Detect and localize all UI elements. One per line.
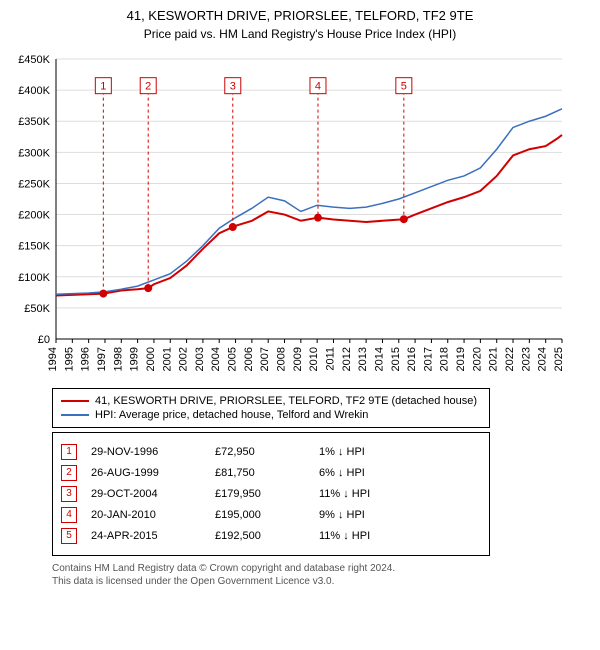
legend-swatch-2 [61, 414, 89, 416]
chart-title-line1: 41, KESWORTH DRIVE, PRIORSLEE, TELFORD, … [10, 8, 590, 25]
sale-row: 3 29-OCT-2004 £179,950 11% ↓ HPI [61, 486, 481, 502]
svg-text:2009: 2009 [292, 347, 304, 371]
svg-text:2002: 2002 [178, 347, 190, 371]
svg-text:£50K: £50K [24, 303, 50, 315]
svg-text:2: 2 [145, 81, 151, 93]
svg-text:1: 1 [100, 81, 106, 93]
svg-text:3: 3 [230, 81, 236, 93]
svg-text:2021: 2021 [488, 347, 500, 371]
footer-line2: This data is licensed under the Open Gov… [52, 575, 590, 588]
svg-text:2018: 2018 [439, 347, 451, 371]
footer: Contains HM Land Registry data © Crown c… [52, 562, 590, 588]
svg-text:£250K: £250K [18, 178, 50, 190]
legend-label-2: HPI: Average price, detached house, Telf… [95, 409, 368, 421]
sale-row: 2 26-AUG-1999 £81,750 6% ↓ HPI [61, 465, 481, 481]
sale-hpi: 11% ↓ HPI [319, 488, 409, 500]
svg-text:£400K: £400K [18, 85, 50, 97]
svg-text:2020: 2020 [471, 347, 483, 371]
svg-text:£350K: £350K [18, 116, 50, 128]
svg-text:2013: 2013 [357, 347, 369, 371]
sales-box: 1 29-NOV-1996 £72,950 1% ↓ HPI 2 26-AUG-1999 £… [52, 432, 490, 556]
svg-text:2023: 2023 [520, 347, 532, 371]
svg-text:2019: 2019 [455, 347, 467, 371]
svg-text:2004: 2004 [210, 347, 222, 371]
svg-text:2006: 2006 [243, 347, 255, 371]
legend-box: 41, KESWORTH DRIVE, PRIORSLEE, TELFORD, … [52, 388, 490, 428]
svg-text:£0: £0 [38, 334, 50, 346]
svg-text:2005: 2005 [227, 347, 239, 371]
footer-line1: Contains HM Land Registry data © Crown c… [52, 562, 590, 575]
sale-hpi: 6% ↓ HPI [319, 467, 409, 479]
sale-row: 1 29-NOV-1996 £72,950 1% ↓ HPI [61, 444, 481, 460]
legend-label-1: 41, KESWORTH DRIVE, PRIORSLEE, TELFORD, … [95, 395, 477, 407]
svg-text:1995: 1995 [63, 347, 75, 371]
svg-text:2014: 2014 [373, 347, 385, 371]
svg-text:1999: 1999 [129, 347, 141, 371]
sale-price: £195,000 [215, 509, 305, 521]
sale-price: £72,950 [215, 446, 305, 458]
sale-hpi: 1% ↓ HPI [319, 446, 409, 458]
svg-text:1994: 1994 [47, 347, 59, 371]
sale-marker: 4 [61, 507, 77, 523]
line-chart: £0 £50K £100K £150K £200K £250K £300K £350K £400… [10, 47, 570, 377]
svg-text:£100K: £100K [18, 272, 50, 284]
svg-text:5: 5 [401, 81, 407, 93]
svg-text:2015: 2015 [390, 347, 402, 371]
legend-row-2: HPI: Average price, detached house, Telf… [61, 409, 481, 421]
svg-text:2001: 2001 [161, 347, 173, 371]
sale-date: 29-OCT-2004 [91, 488, 201, 500]
svg-text:2025: 2025 [553, 347, 565, 371]
svg-text:2017: 2017 [422, 347, 434, 371]
chart-area: £0 £50K £100K £150K £200K £250K £300K £350K £400… [10, 47, 590, 382]
sale-marker: 3 [61, 486, 77, 502]
svg-text:2008: 2008 [276, 347, 288, 371]
chart-title-line2: Price paid vs. HM Land Registry's House … [10, 27, 590, 41]
page-container: 41, KESWORTH DRIVE, PRIORSLEE, TELFORD, … [0, 0, 600, 596]
svg-text:2024: 2024 [537, 347, 549, 371]
svg-text:1998: 1998 [112, 347, 124, 371]
svg-text:£200K: £200K [18, 209, 50, 221]
legend-row-1: 41, KESWORTH DRIVE, PRIORSLEE, TELFORD, … [61, 395, 481, 407]
svg-text:2011: 2011 [324, 347, 336, 371]
sale-price: £179,950 [215, 488, 305, 500]
sale-hpi: 9% ↓ HPI [319, 509, 409, 521]
sale-date: 26-AUG-1999 [91, 467, 201, 479]
sale-date: 29-NOV-1996 [91, 446, 201, 458]
svg-text:2007: 2007 [259, 347, 271, 371]
svg-text:2003: 2003 [194, 347, 206, 371]
svg-text:2010: 2010 [308, 347, 320, 371]
sale-price: £192,500 [215, 530, 305, 542]
sale-date: 24-APR-2015 [91, 530, 201, 542]
svg-text:£150K: £150K [18, 241, 50, 253]
svg-text:1996: 1996 [80, 347, 92, 371]
sale-date: 20-JAN-2010 [91, 509, 201, 521]
svg-text:2012: 2012 [341, 347, 353, 371]
sale-marker: 1 [61, 444, 77, 460]
svg-text:£300K: £300K [18, 147, 50, 159]
svg-text:1997: 1997 [96, 347, 108, 371]
sale-row: 4 20-JAN-2010 £195,000 9% ↓ HPI [61, 507, 481, 523]
sale-price: £81,750 [215, 467, 305, 479]
svg-text:2000: 2000 [145, 347, 157, 371]
svg-text:2022: 2022 [504, 347, 516, 371]
sale-marker: 2 [61, 465, 77, 481]
sale-marker: 5 [61, 528, 77, 544]
svg-text:£450K: £450K [18, 54, 50, 66]
svg-text:2016: 2016 [406, 347, 418, 371]
sale-row: 5 24-APR-2015 £192,500 11% ↓ HPI [61, 528, 481, 544]
sale-hpi: 11% ↓ HPI [319, 530, 409, 542]
svg-text:4: 4 [315, 81, 321, 93]
legend-swatch-1 [61, 400, 89, 402]
